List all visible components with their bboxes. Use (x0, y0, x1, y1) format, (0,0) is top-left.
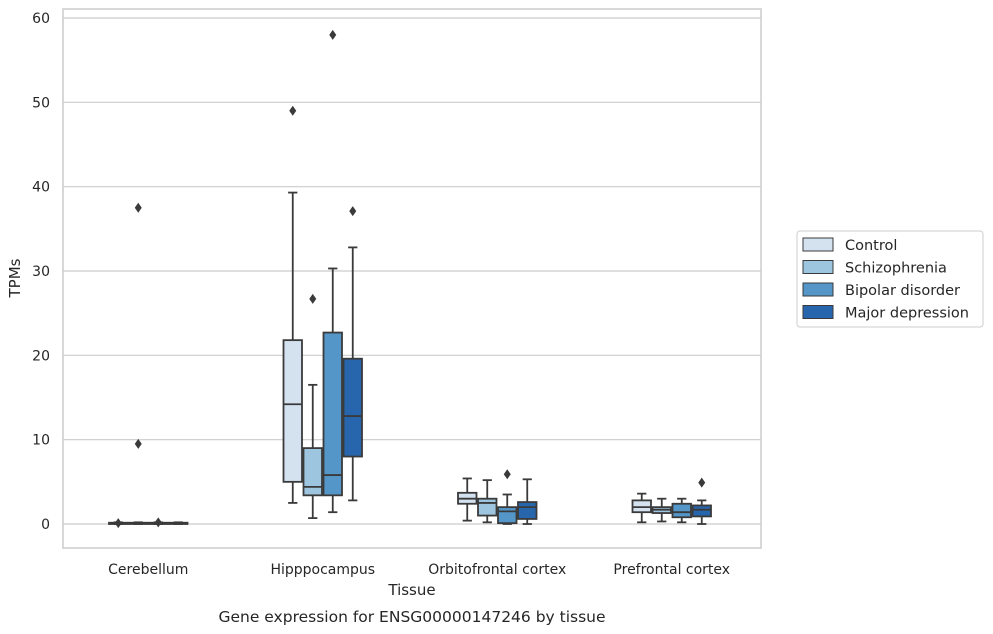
box (282, 339, 303, 483)
plot-frame (62, 8, 762, 549)
box-group (477, 479, 498, 524)
legend-swatch (802, 282, 834, 297)
y-tick-label: 40 (32, 180, 50, 196)
box-group (282, 105, 303, 504)
grid-layer (63, 17, 761, 525)
outlier-point (503, 469, 511, 480)
y-tick-label: 10 (32, 433, 50, 449)
box-group (651, 497, 672, 523)
box-group (342, 206, 363, 502)
legend-swatch (802, 260, 834, 274)
y-tick-label: 30 (32, 264, 50, 280)
outlier-point (698, 477, 706, 488)
box (477, 497, 498, 517)
box (302, 447, 323, 497)
x-tick-label: Hipppocampus (270, 562, 375, 578)
legend-items: Control Schizophrenia Bipolar disorder Majo… (802, 237, 969, 322)
box-group (457, 477, 478, 522)
box-group (168, 521, 189, 525)
x-tick-label: Prefrontal cortex (613, 562, 730, 578)
box-group (322, 29, 343, 514)
y-tick-labels: 0 10 20 30 40 50 60 (32, 11, 50, 533)
y-tick-label: 60 (32, 11, 50, 27)
y-tick-label: 0 (41, 517, 50, 533)
legend-frame (796, 230, 984, 328)
x-tick-label: Cerebellum (108, 562, 188, 578)
box (671, 502, 692, 519)
box-group (691, 477, 712, 525)
x-tick-labels: Cerebellum Hipppocampus Orbitofrontal cort… (108, 562, 730, 578)
box (691, 504, 712, 518)
outlier-point (134, 202, 142, 213)
box-group (671, 497, 692, 524)
outlier-point (349, 206, 357, 217)
y-tick-label: 50 (32, 95, 50, 111)
box-group (108, 518, 129, 529)
legend-swatch (802, 305, 834, 319)
outlier-point (329, 29, 337, 40)
y-axis-title: TPMs (6, 258, 24, 298)
box (342, 357, 363, 458)
outlier-point (289, 105, 297, 116)
outlier-point (114, 518, 122, 529)
box-layer (108, 29, 712, 529)
outlier-point (309, 293, 317, 304)
x-axis-title: Tissue (387, 581, 435, 599)
outlier-point (134, 438, 142, 449)
box (322, 331, 343, 497)
legend-label: Control (845, 238, 897, 254)
box-group (148, 517, 169, 528)
box-group (128, 202, 149, 525)
y-tick-label: 20 (32, 348, 50, 364)
box (517, 501, 538, 520)
box-group (302, 293, 323, 519)
box-group (631, 492, 652, 524)
box-group (517, 478, 538, 525)
legend-label: Schizophrenia (845, 261, 947, 277)
box (497, 506, 518, 525)
box-group (497, 469, 518, 525)
legend-swatch (802, 237, 834, 252)
x-tick-label: Orbitofrontal cortex (428, 562, 566, 578)
chart-caption: Gene expression for ENSG00000147246 by t… (218, 608, 605, 626)
legend-label: Bipolar disorder (845, 283, 960, 299)
legend-label: Major depression (845, 306, 969, 322)
legend: Control Schizophrenia Bipolar disorder Majo… (796, 230, 984, 328)
outlier-point (154, 517, 162, 528)
